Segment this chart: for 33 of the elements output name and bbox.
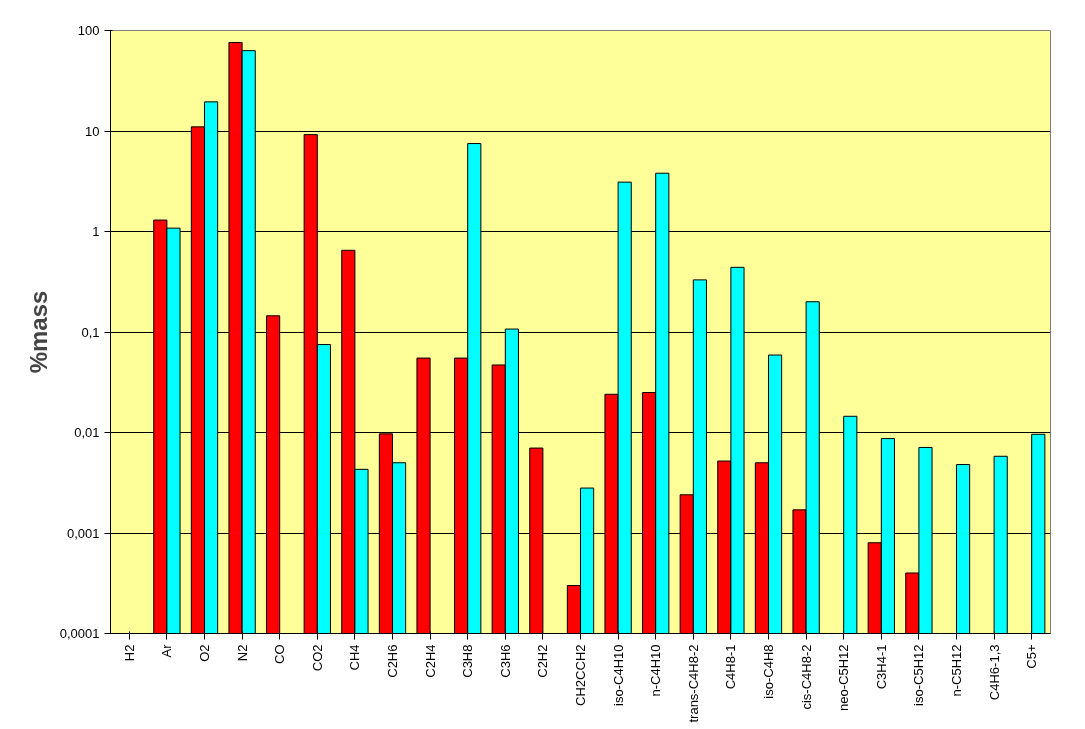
x-tick-label: iso-C4H10 <box>610 644 626 706</box>
x-tick-label: n-C5H12 <box>949 644 964 697</box>
y-tick-label: 10 <box>85 123 100 139</box>
x-tick-label: CO <box>272 644 288 664</box>
x-tick-label: C3H8 <box>460 644 476 678</box>
x-tick-label: C4H6-1,3 <box>986 644 1002 701</box>
x-tick-label: H2 <box>121 644 137 662</box>
x-tick-label: C2H6 <box>385 644 400 678</box>
x-tick-label: trans-C4H8-2 <box>685 644 701 723</box>
x-tick-label: C5+ <box>1024 644 1040 669</box>
x-tick-label: cis-C4H8-2 <box>798 644 814 710</box>
y-axis-title: %mass <box>24 290 52 374</box>
x-tick-label: CO2 <box>309 644 325 672</box>
x-tick-label: C4H8-1 <box>723 644 739 690</box>
y-tick-label: 0,1 <box>81 324 100 340</box>
y-tick-label: 1 <box>92 224 100 239</box>
x-tick-label: O2 <box>197 644 212 662</box>
x-tick-label: C2H2 <box>535 644 551 678</box>
x-tick-label: neo-C5H12 <box>836 644 852 711</box>
y-tick-label: 0,01 <box>74 425 100 440</box>
x-tick-label: CH2CCH2 <box>573 644 588 706</box>
y-tick-label: 100 <box>77 23 100 38</box>
y-tick-label: 0,0001 <box>59 626 100 641</box>
x-tick-label: n-C4H10 <box>648 644 664 697</box>
x-tick-label: Ar <box>159 643 175 658</box>
x-tick-label: iso-C5H12 <box>911 644 927 706</box>
x-tick-label: C3H4-1 <box>873 644 889 690</box>
x-tick-label: N2 <box>234 644 250 662</box>
x-tick-label: iso-C4H8 <box>761 644 776 699</box>
x-tick-label: CH4 <box>347 644 363 671</box>
x-tick-label: C3H6 <box>497 644 513 678</box>
x-tick-label: C2H4 <box>422 644 438 678</box>
y-tick-label: 0,001 <box>66 525 100 541</box>
